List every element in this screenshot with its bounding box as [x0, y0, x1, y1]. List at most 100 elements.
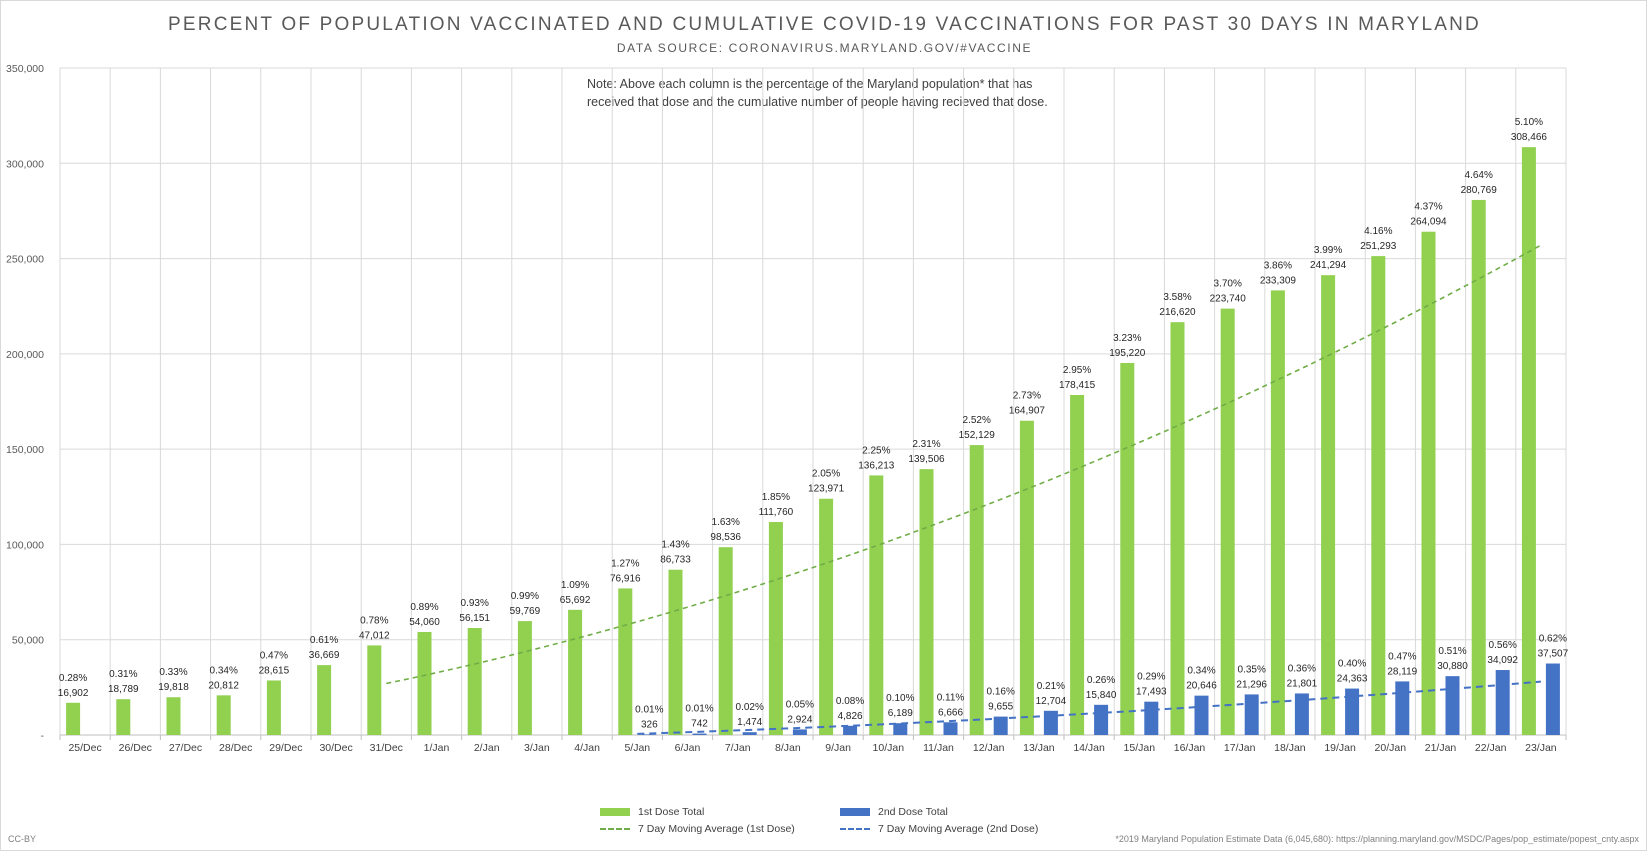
bar-2nd-dose — [1043, 710, 1058, 735]
y-tick-label: - — [41, 730, 45, 742]
bar-2nd-dose — [1395, 681, 1410, 735]
data-label-value-1st: 123,971 — [808, 484, 845, 495]
x-tick-label: 20/Jan — [1375, 742, 1407, 754]
x-tick-label: 11/Jan — [923, 742, 954, 754]
bar-1st-dose — [568, 609, 583, 735]
bar-2nd-dose — [642, 734, 657, 735]
bar-1st-dose — [317, 665, 332, 735]
data-label-value-1st: 280,769 — [1461, 185, 1498, 196]
data-label-value-2nd: 6,666 — [938, 707, 963, 718]
legend: 1st Dose Total 2nd Dose Total 7 Day Movi… — [600, 806, 1160, 840]
bar-1st-dose — [1270, 290, 1285, 735]
bar-2nd-dose — [792, 729, 807, 735]
data-label-pct-2nd: 0.51% — [1438, 646, 1466, 657]
data-label-pct-1st: 0.99% — [511, 591, 539, 602]
data-label-value-1st: 241,294 — [1310, 260, 1347, 271]
data-label-value-2nd: 15,840 — [1086, 690, 1117, 701]
x-tick-label: 12/Jan — [973, 742, 1005, 754]
bar-1st-dose — [417, 631, 432, 735]
bar-1st-dose — [1019, 420, 1034, 735]
bar-1st-dose — [1421, 231, 1436, 736]
data-label-pct-1st: 1.09% — [561, 580, 589, 591]
data-label-pct-1st: 0.93% — [461, 598, 489, 609]
data-label-pct-1st: 1.43% — [661, 540, 689, 551]
legend-item-1st-dose: 1st Dose Total — [600, 806, 704, 818]
bar-2nd-dose — [1144, 701, 1159, 735]
data-label-pct-1st: 3.23% — [1113, 333, 1141, 344]
x-tick-label: 13/Jan — [1023, 742, 1055, 754]
data-label-pct-2nd: 0.11% — [937, 692, 965, 703]
data-label-pct-2nd: 0.35% — [1238, 664, 1266, 675]
gridlines — [59, 67, 1567, 736]
data-labels: 0.28% 16,902 0.31% 18,789 0.33% 19,818 0.34% 20… — [58, 117, 1569, 730]
data-label-value-1st: 178,415 — [1059, 380, 1096, 391]
bar-1st-dose — [1321, 275, 1336, 735]
x-tick-label: 25/Dec — [68, 742, 101, 754]
bar-1st-dose — [116, 699, 131, 735]
y-tick-label: 350,000 — [6, 63, 44, 75]
data-label-pct-1st: 0.61% — [310, 635, 338, 646]
legend-swatch-ma-2nd — [840, 828, 870, 830]
data-label-pct-2nd: 0.08% — [836, 696, 864, 707]
data-label-pct-1st: 1.27% — [611, 558, 639, 569]
x-tick-label: 18/Jan — [1274, 742, 1306, 754]
data-label-value-1st: 59,769 — [510, 606, 541, 617]
x-tick-label: 15/Jan — [1124, 742, 1156, 754]
data-label-pct-1st: 4.37% — [1414, 202, 1442, 213]
data-label-pct-1st: 2.73% — [1013, 391, 1041, 402]
data-label-pct-1st: 3.58% — [1163, 292, 1191, 303]
x-tick-label: 4/Jan — [574, 742, 600, 754]
data-label-value-1st: 98,536 — [710, 532, 741, 543]
data-label-pct-1st: 3.70% — [1214, 279, 1242, 290]
bar-1st-dose — [1220, 308, 1235, 735]
data-label-pct-1st: 4.16% — [1364, 226, 1392, 237]
data-label-pct-1st: 0.33% — [159, 667, 187, 678]
footnote: *2019 Maryland Population Estimate Data … — [1115, 834, 1639, 844]
data-label-value-1st: 216,620 — [1159, 307, 1196, 318]
legend-label-2nd-dose: 2nd Dose Total — [878, 806, 948, 818]
x-tick-label: 26/Dec — [119, 742, 152, 754]
x-tick-label: 30/Dec — [319, 742, 352, 754]
data-label-pct-2nd: 0.05% — [786, 699, 814, 710]
data-label-pct-2nd: 0.02% — [736, 702, 764, 713]
legend-label-ma-1st: 7 Day Moving Average (1st Dose) — [638, 823, 795, 835]
bar-2nd-dose — [1445, 676, 1460, 735]
legend-swatch-1st-dose — [600, 808, 630, 816]
bar-1st-dose — [718, 547, 733, 735]
data-label-pct-1st: 0.31% — [109, 669, 137, 680]
data-label-pct-2nd: 0.01% — [685, 704, 713, 715]
data-label-value-2nd: 28,119 — [1387, 666, 1417, 677]
bar-1st-dose — [166, 697, 181, 735]
y-tick-label: 250,000 — [6, 254, 44, 266]
data-label-pct-1st: 0.89% — [410, 602, 438, 613]
data-label-value-1st: 139,506 — [908, 454, 945, 465]
data-label-value-2nd: 34,092 — [1487, 655, 1518, 666]
bar-2nd-dose — [1244, 694, 1259, 735]
data-label-pct-1st: 2.31% — [912, 439, 940, 450]
trendlines — [386, 244, 1542, 735]
data-label-value-1st: 251,293 — [1360, 241, 1397, 252]
data-label-pct-2nd: 0.29% — [1137, 672, 1165, 683]
x-tick-label: 17/Jan — [1224, 742, 1256, 754]
bar-1st-dose — [1371, 256, 1386, 735]
data-label-value-1st: 111,760 — [759, 507, 794, 518]
data-label-value-1st: 195,220 — [1109, 348, 1146, 359]
data-label-value-2nd: 4,826 — [838, 711, 863, 722]
x-tick-label: 19/Jan — [1324, 742, 1356, 754]
bar-1st-dose — [969, 445, 984, 735]
x-tick-label: 7/Jan — [725, 742, 751, 754]
legend-label-ma-2nd: 7 Day Moving Average (2nd Dose) — [878, 823, 1039, 835]
bar-1st-dose — [618, 588, 633, 735]
data-label-value-1st: 152,129 — [959, 430, 996, 441]
y-tick-label: 100,000 — [6, 539, 44, 551]
data-label-value-2nd: 37,507 — [1538, 649, 1569, 660]
data-label-value-1st: 56,151 — [459, 613, 490, 624]
bar-1st-dose — [768, 522, 783, 735]
data-label-value-1st: 136,213 — [858, 460, 895, 471]
bar-2nd-dose — [1345, 688, 1360, 735]
data-label-pct-2nd: 0.62% — [1539, 634, 1567, 645]
data-label-value-1st: 54,060 — [409, 617, 440, 628]
data-label-pct-2nd: 0.21% — [1037, 681, 1065, 692]
x-axis: 25/Dec 26/Dec 27/Dec 28/Dec 29/Dec 30/Dec 31/D… — [59, 735, 1567, 754]
